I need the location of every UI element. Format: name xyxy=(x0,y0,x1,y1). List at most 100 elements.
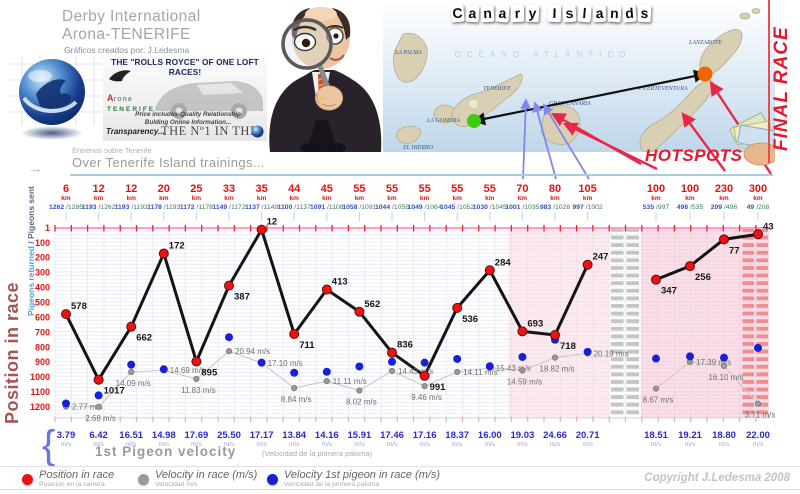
km-unit: km xyxy=(224,195,234,202)
first-pigeon-velocity-value: 14.98 m/s xyxy=(151,430,176,448)
race-velocity-point xyxy=(323,378,330,385)
position-label: 172 xyxy=(169,241,185,252)
pigeons-count: 1149 /1172 xyxy=(212,204,245,211)
first-pigeon-velocity-value: 25.50 m/s xyxy=(217,430,241,448)
position-point xyxy=(452,302,463,313)
velocity-row-subtitle: (Velocidad de la primera paloma) xyxy=(262,449,373,458)
rolls-royce-car-icon xyxy=(155,81,263,119)
first-pigeon-velocity-point xyxy=(127,360,136,369)
pigeons-count: 1137 /1149 xyxy=(245,204,278,211)
map-title-letter xyxy=(541,5,546,22)
km-unit: km xyxy=(126,195,136,202)
position-label: 836 xyxy=(397,340,413,351)
banner-line1: Price includes-Quality Relationship xyxy=(135,111,241,118)
first-pigeon-velocity-value: 14.16 m/s xyxy=(314,430,339,448)
pigeons-count: 1193 /1262 xyxy=(82,204,116,211)
first-pigeon-velocity-point xyxy=(257,358,266,367)
race-velocity-label: 17.10 m/s xyxy=(268,359,303,368)
y-tick-label: 1000 xyxy=(30,372,50,382)
race-velocity-label: 9.46 m/s xyxy=(411,393,442,402)
km-unit: km xyxy=(485,195,495,202)
small-globe-icon xyxy=(251,125,264,138)
column-distance: 80 xyxy=(549,183,561,195)
column-distance: 55 xyxy=(418,183,430,195)
km-unit: km xyxy=(159,195,169,202)
first-pigeon-velocity-value: 17.16 m/s xyxy=(412,430,437,448)
first-pigeon-velocity-value: 16.51 m/s xyxy=(119,430,144,448)
position-point xyxy=(289,329,300,340)
page-title: Derby International xyxy=(62,8,201,25)
position-label: 347 xyxy=(661,286,677,297)
position-label: 43 xyxy=(763,221,774,232)
logo-tenerife: TENERIFE xyxy=(107,106,156,113)
position-label: 247 xyxy=(593,252,609,263)
position-point xyxy=(321,284,332,295)
position-point xyxy=(517,326,528,337)
map-title-letter: C xyxy=(450,4,465,23)
position-point xyxy=(256,224,267,235)
map-right-divider xyxy=(768,0,770,163)
first-pigeon-velocity-point xyxy=(94,391,103,400)
race-velocity-label: 14.11 m/s xyxy=(463,368,498,377)
race-velocity-label: 17.39 m/s xyxy=(696,358,731,367)
pigeons-count: 1172 /1178 xyxy=(180,204,213,211)
brace-icon: { xyxy=(42,423,56,467)
column-distance: 70 xyxy=(516,183,528,195)
first-pigeon-velocity-point xyxy=(322,367,331,376)
race-velocity-label: 3.71 m/s xyxy=(745,411,776,420)
first-pigeon-velocity-point xyxy=(453,354,462,363)
legend-divider-top xyxy=(0,466,800,467)
first-pigeon-velocity-point xyxy=(583,347,592,356)
trainings-label-es: Entrenos sobre Tenerife xyxy=(72,146,152,155)
pigeons-count: 1091 /1108 xyxy=(310,204,344,211)
position-label: 1017 xyxy=(104,386,125,397)
race-velocity-label: 16.10 m/s xyxy=(708,373,743,382)
position-point xyxy=(419,370,430,381)
km-unit: km xyxy=(289,195,299,202)
money-icon xyxy=(729,112,775,166)
pigeons-count: 1100 /1137 xyxy=(278,204,311,211)
column-distance: 6 xyxy=(63,183,69,195)
gray-dot-icon xyxy=(138,474,149,485)
map-title-letter: a xyxy=(465,4,480,23)
position-label: 711 xyxy=(299,340,315,351)
first-pigeon-velocity-point xyxy=(62,399,70,408)
position-label: 256 xyxy=(695,272,711,283)
header-divider xyxy=(70,174,773,176)
race-velocity-point xyxy=(519,367,526,374)
first-pigeon-velocity-value: 16.00 m/s xyxy=(477,430,502,448)
legend-label: Velocity in race (m/s) xyxy=(155,469,258,481)
legend-divider-bottom xyxy=(0,489,800,490)
race-velocity-point xyxy=(652,385,660,392)
column-distance: 55 xyxy=(451,183,463,195)
race-velocity-point xyxy=(454,368,461,376)
position-point xyxy=(224,280,234,291)
position-label: 562 xyxy=(364,299,380,310)
legend-label: Position in race xyxy=(39,469,115,481)
km-unit: km xyxy=(685,195,695,202)
column-distance: 44 xyxy=(288,183,301,195)
y-tick-label: 700 xyxy=(35,327,50,337)
legend-label: Velocity 1st pigeon in race (m/s) xyxy=(284,469,441,481)
column-distance: 12 xyxy=(92,183,104,195)
map-title-letter: d xyxy=(622,4,637,23)
map-title-letter: a xyxy=(495,4,510,23)
position-label: 77 xyxy=(729,245,740,256)
y-tick-label: 1100 xyxy=(30,387,50,397)
pigeons-count: 1044 /1058 xyxy=(375,204,409,211)
position-point xyxy=(387,347,397,358)
first-pigeon-velocity-value: 17.69 m/s xyxy=(184,430,209,448)
position-point xyxy=(582,259,593,270)
first-pigeon-velocity-value: 3.79 m/s xyxy=(56,430,76,448)
map-title-letter: n xyxy=(480,4,495,23)
canary-islands-map: OCÉANO ATLÁNTICO LA PALMA TENERIFE LA GOME… xyxy=(383,2,775,180)
first-pigeon-velocity-value: 18.51 m/s xyxy=(644,430,668,448)
race-velocity-point xyxy=(356,387,363,394)
first-pigeon-velocity-value: 13.84 m/s xyxy=(282,430,307,448)
km-unit: km xyxy=(452,195,462,202)
race-velocity-point xyxy=(754,400,762,407)
race-velocity-label: 20.94 m/s xyxy=(235,347,270,356)
map-title-letter: l xyxy=(577,4,592,23)
position-point xyxy=(719,234,729,245)
